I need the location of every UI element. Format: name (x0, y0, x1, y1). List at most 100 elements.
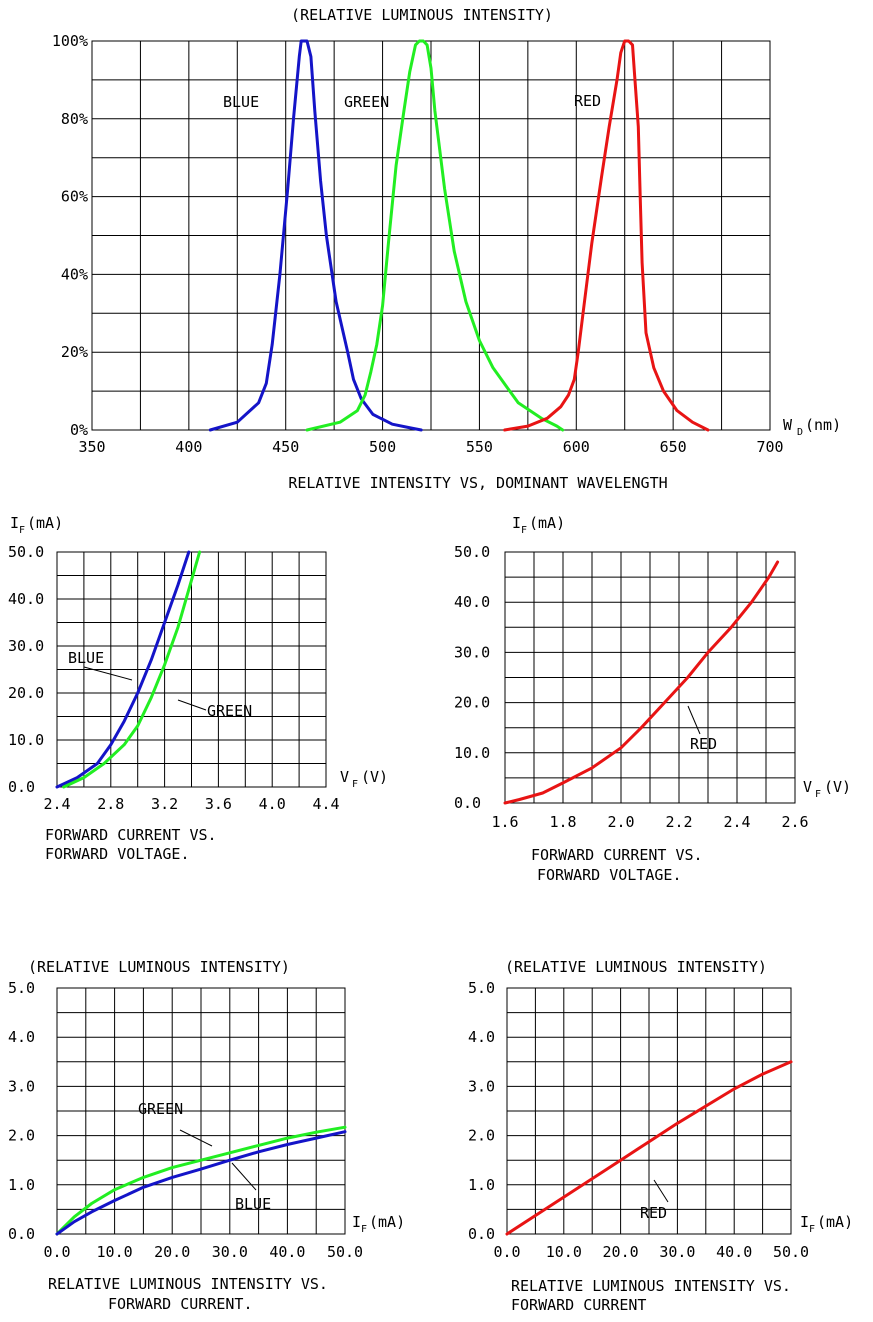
vf-green-leader-line (177, 699, 207, 711)
vf-red-caption-1: FORWARD CURRENT VS. (531, 846, 703, 864)
x-tick-label: 2.4 (43, 795, 70, 813)
x-tick-label: 3.6 (205, 795, 232, 813)
x-tick-label: 30.0 (659, 1243, 695, 1261)
x-tick-label: 2.4 (723, 813, 750, 831)
y-tick-label: 0.0 (8, 778, 35, 796)
lum-bluegreen-xlabel-unit: (mA) (369, 1213, 405, 1231)
lum-red-caption-1: RELATIVE LUMINOUS INTENSITY VS. (511, 1277, 791, 1295)
x-tick-label: 30.0 (212, 1243, 248, 1261)
series-line-red (505, 1060, 793, 1236)
x-tick-label: 1.6 (491, 813, 518, 831)
x-tick-label: 350 (78, 438, 105, 456)
y-tick-label: 40.0 (454, 593, 490, 611)
lum-red-x-axis-label: I F (mA) (800, 1213, 853, 1235)
vf-bluegreen-ylabel-main: I (10, 514, 19, 532)
y-tick-label: 0.0 (8, 1225, 35, 1243)
y-tick-label: 0.0 (454, 794, 481, 812)
y-tick-label: 20% (61, 343, 88, 361)
vf-annotation-green: GREEN (207, 702, 252, 720)
y-tick-label: 80% (61, 110, 88, 128)
lum-bluegreen-grid (56, 987, 346, 1235)
x-tick-label: 40.0 (716, 1243, 752, 1261)
spectrum-grid (91, 40, 771, 431)
x-tick-label: 2.0 (607, 813, 634, 831)
lum-bluegreen-caption-2: FORWARD CURRENT. (108, 1295, 253, 1313)
y-tick-label: 30.0 (8, 637, 44, 655)
vf-red-xlabel-main: V (803, 778, 812, 796)
x-tick-label: 2.2 (665, 813, 692, 831)
spectrum-chart: (RELATIVE LUMINOUS INTENSITY) 350 400 450 5… (52, 6, 841, 492)
y-tick-label: 4.0 (468, 1028, 495, 1046)
spectrum-annotation-green: GREEN (344, 93, 389, 111)
lum-annotation-red: RED (640, 1204, 667, 1222)
vf-annotation-blue: BLUE (68, 649, 104, 667)
lum-red-top-label: (RELATIVE LUMINOUS INTENSITY) (505, 958, 767, 976)
x-tick-label: 600 (563, 438, 590, 456)
x-tick-label: 10.0 (97, 1243, 133, 1261)
spectrum-series (208, 39, 710, 432)
lum-red-grid (506, 987, 792, 1235)
vf-bluegreen-series (55, 550, 202, 789)
vf-red-caption-2: FORWARD VOLTAGE. (537, 866, 682, 884)
y-tick-label: 5.0 (468, 979, 495, 997)
lum-red-ticks: 0.0 10.0 20.0 30.0 40.0 50.0 0.0 1.0 2.0 3.0 4.0 5.… (468, 979, 809, 1261)
lum-bluegreen-xlabel-sub: F (361, 1224, 367, 1235)
vf-red-grid (504, 551, 796, 804)
vf-bluegreen-y-axis-label: I F (mA) (10, 514, 63, 536)
series-line-green (305, 39, 565, 432)
vf-red-x-axis-label: V F (V) (803, 778, 851, 800)
spectrum-title: RELATIVE INTENSITY VS, DOMINANT WAVELENG… (288, 474, 667, 492)
vf-bluegreen-xlabel-main: V (340, 768, 349, 786)
y-tick-label: 30.0 (454, 643, 490, 661)
vf-red-y-axis-label: I F (mA) (512, 514, 565, 536)
vf-red-chart: I F (mA) 1.6 1.8 2.0 2.2 2.4 2.6 0.0 10.0 20.0 30… (454, 514, 851, 884)
lum-bluegreen-chart: (RELATIVE LUMINOUS INTENSITY) 0.0 10.0 20.… (8, 958, 405, 1313)
vf-bluegreen-ticks: 2.4 2.8 3.2 3.6 4.0 4.4 0.0 10.0 20.0 30.0 40.0 50.… (8, 543, 340, 813)
x-tick-label: 50.0 (773, 1243, 809, 1261)
lum-blue-leader-line (231, 1162, 257, 1191)
spectrum-x-axis-label: W D (nm) (783, 416, 841, 438)
series-line-green (62, 550, 202, 789)
spectrum-annotation-blue: BLUE (223, 93, 259, 111)
lum-bluegreen-ticks: 0.0 10.0 20.0 30.0 40.0 50.0 0.0 1.0 2.0 3.0 4.0 5.… (8, 979, 363, 1261)
spectrum-xlabel-unit: (nm) (805, 416, 841, 434)
lum-bluegreen-xlabel-main: I (352, 1213, 361, 1231)
x-tick-label: 400 (175, 438, 202, 456)
lum-red-series (505, 1060, 793, 1236)
y-tick-label: 10.0 (8, 731, 44, 749)
vf-bluegreen-x-axis-label: V F (V) (340, 768, 388, 790)
y-tick-label: 0% (70, 421, 88, 439)
y-tick-label: 20.0 (8, 684, 44, 702)
vf-bluegreen-caption-1: FORWARD CURRENT VS. (45, 826, 217, 844)
x-tick-label: 4.0 (259, 795, 286, 813)
lum-annotation-green: GREEN (138, 1100, 183, 1118)
vf-blue-leader-line (83, 666, 133, 681)
vf-red-ticks: 1.6 1.8 2.0 2.2 2.4 2.6 0.0 10.0 20.0 30.0 40.0 50.… (454, 543, 809, 831)
series-line-blue (208, 39, 423, 432)
x-tick-label: 700 (756, 438, 783, 456)
lum-red-caption-2: FORWARD CURRENT (511, 1296, 646, 1314)
y-tick-label: 1.0 (468, 1176, 495, 1194)
series-line-blue (55, 1130, 347, 1236)
y-tick-label: 4.0 (8, 1028, 35, 1046)
vf-red-xlabel-unit: (V) (824, 778, 851, 796)
y-tick-label: 40% (61, 265, 88, 283)
x-tick-label: 550 (466, 438, 493, 456)
x-tick-label: 2.8 (97, 795, 124, 813)
x-tick-label: 450 (272, 438, 299, 456)
vf-bluegreen-ylabel-sub: F (19, 525, 25, 536)
vf-red-ylabel-unit: (mA) (529, 514, 565, 532)
spectrum-annotation-red: RED (574, 92, 601, 110)
lum-bluegreen-caption-1: RELATIVE LUMINOUS INTENSITY VS. (48, 1275, 328, 1293)
lum-red-xlabel-sub: F (809, 1224, 815, 1235)
spectrum-ticks: 350 400 450 500 550 600 650 700 0% 20% 40% 60% 80% 10… (52, 32, 784, 456)
lum-green-leader-line (179, 1129, 213, 1147)
series-line-red (503, 560, 780, 805)
y-tick-label: 60% (61, 188, 88, 206)
y-tick-label: 10.0 (454, 744, 490, 762)
x-tick-label: 0.0 (493, 1243, 520, 1261)
lum-red-leader-line (653, 1179, 669, 1203)
lum-red-chart: (RELATIVE LUMINOUS INTENSITY) 0.0 10.0 20.… (468, 958, 853, 1314)
lum-annotation-blue: BLUE (235, 1195, 271, 1213)
